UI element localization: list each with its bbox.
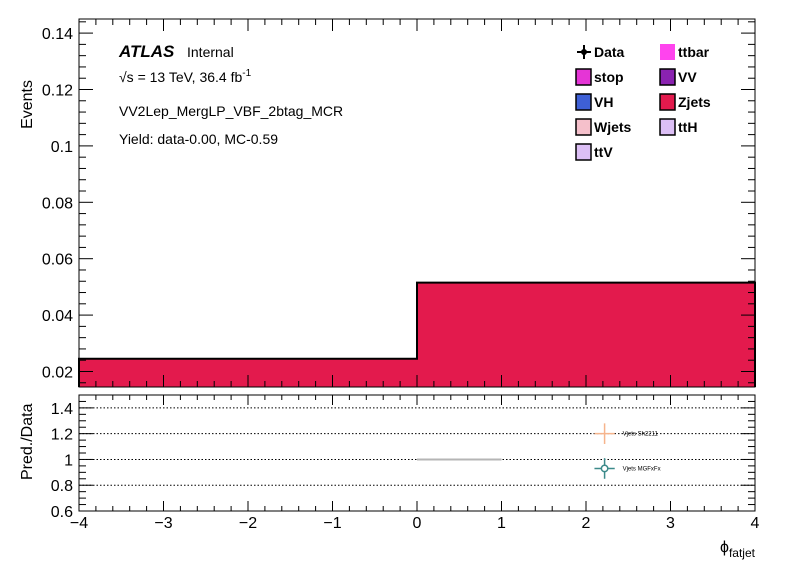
histogram-bar-2 — [417, 282, 755, 387]
ratio-point-vjets-mgfxfx — [600, 464, 609, 473]
main-ytick-label: 0.02 — [42, 364, 73, 381]
legend-swatch-wjets — [575, 118, 592, 136]
main-ytick-label: 0.08 — [42, 195, 73, 212]
ratio-xtick-label: 1 — [497, 515, 506, 532]
ratio-ytick-label: 1.2 — [51, 427, 73, 444]
legend-label-zjets: Zjets — [678, 94, 711, 110]
ratio-xtick-label: −3 — [154, 515, 172, 532]
main-yticks: 0.02 0.04 0.06 0.08 0.1 0.12 0.14 — [42, 19, 756, 387]
ratio-points: Vjets Sh2211 Vjets MGFxFx — [594, 423, 661, 479]
legend-swatch-vv — [659, 68, 676, 86]
energy-lumi-label: √s = 13 TeV, 36.4 fb-1 — [119, 68, 252, 85]
legend-label-stop: stop — [594, 69, 624, 85]
main-panel: 0.02 0.04 0.06 0.08 0.1 0.12 0.14 — [42, 18, 756, 388]
y-axis-title-events: Events — [19, 80, 36, 129]
ratio-panel: Vjets Sh2211 Vjets MGFxFx −4 −3 −2 −1 0 1 2 3 4 0… — [51, 394, 760, 532]
atlas-status: Internal — [187, 44, 234, 60]
main-ytick-label: 0.1 — [51, 139, 73, 156]
legend-swatch-ttbar — [660, 44, 675, 60]
yield-label: Yield: data-0.00, MC-0.59 — [119, 131, 278, 147]
main-ytick-label: 0.06 — [42, 252, 73, 269]
main-frame — [78, 18, 756, 388]
legend-label-ttbar: ttbar — [678, 44, 710, 60]
x-axis-title: ϕfatjet — [720, 539, 756, 560]
legend: Data ttbar stop VV VH Zjets Wjets ttH ttV — [575, 44, 711, 161]
ratio-point-label-vjets-mgfxfx: Vjets MGFxFx — [623, 466, 661, 472]
ratio-xtick-label: 3 — [666, 515, 675, 532]
ratio-xtick-label: −2 — [239, 515, 257, 532]
atlas-label: ATLAS Internal √s = 13 TeV, 36.4 fb-1 VV… — [118, 42, 343, 147]
legend-label-tth: ttH — [678, 119, 697, 135]
ratio-xtick-label: 4 — [751, 515, 760, 532]
legend-swatch-tth — [659, 118, 676, 136]
legend-label-vv: VV — [678, 69, 697, 85]
legend-label-wjets: Wjets — [594, 119, 632, 135]
legend-swatch-vh — [575, 93, 592, 111]
ratio-xtick-label: −1 — [323, 515, 341, 532]
ratio-yticks: 0.6 0.8 1 1.2 1.4 — [51, 401, 755, 521]
legend-label-vh: VH — [594, 94, 613, 110]
ratio-point-label-vjets-sh2211: Vjets Sh2211 — [623, 432, 659, 438]
ratio-ytick-label: 0.6 — [51, 504, 73, 521]
legend-label-data: Data — [594, 44, 625, 60]
main-bars — [79, 282, 755, 387]
region-label: VV2Lep_MergLP_VBF_2btag_MCR — [119, 103, 343, 119]
ratio-frame — [78, 394, 756, 512]
main-ytick-label: 0.14 — [42, 26, 73, 43]
legend-swatch-stop — [575, 68, 592, 86]
ratio-ytick-label: 1.4 — [51, 401, 73, 418]
ratio-xtick-label: 0 — [413, 515, 422, 532]
ratio-ytick-label: 0.8 — [51, 478, 73, 495]
ratio-xticks: −4 −3 −2 −1 0 1 2 3 4 — [70, 395, 760, 532]
ratio-grid — [79, 407, 755, 486]
legend-marker-data-dot — [581, 49, 587, 55]
legend-label-ttv: ttV — [594, 144, 613, 160]
ratio-xtick-label: 2 — [582, 515, 591, 532]
ratio-ytick-label: 1 — [64, 452, 73, 469]
y-axis-title-ratio: Pred./Data — [19, 403, 36, 480]
legend-swatch-ttv — [575, 143, 592, 161]
legend-swatch-zjets — [659, 93, 676, 111]
main-ytick-label: 0.04 — [42, 308, 73, 325]
atlas-brand: ATLAS — [118, 42, 175, 61]
main-ytick-label: 0.12 — [42, 82, 73, 99]
ratio-xtick-label: −4 — [70, 515, 88, 532]
